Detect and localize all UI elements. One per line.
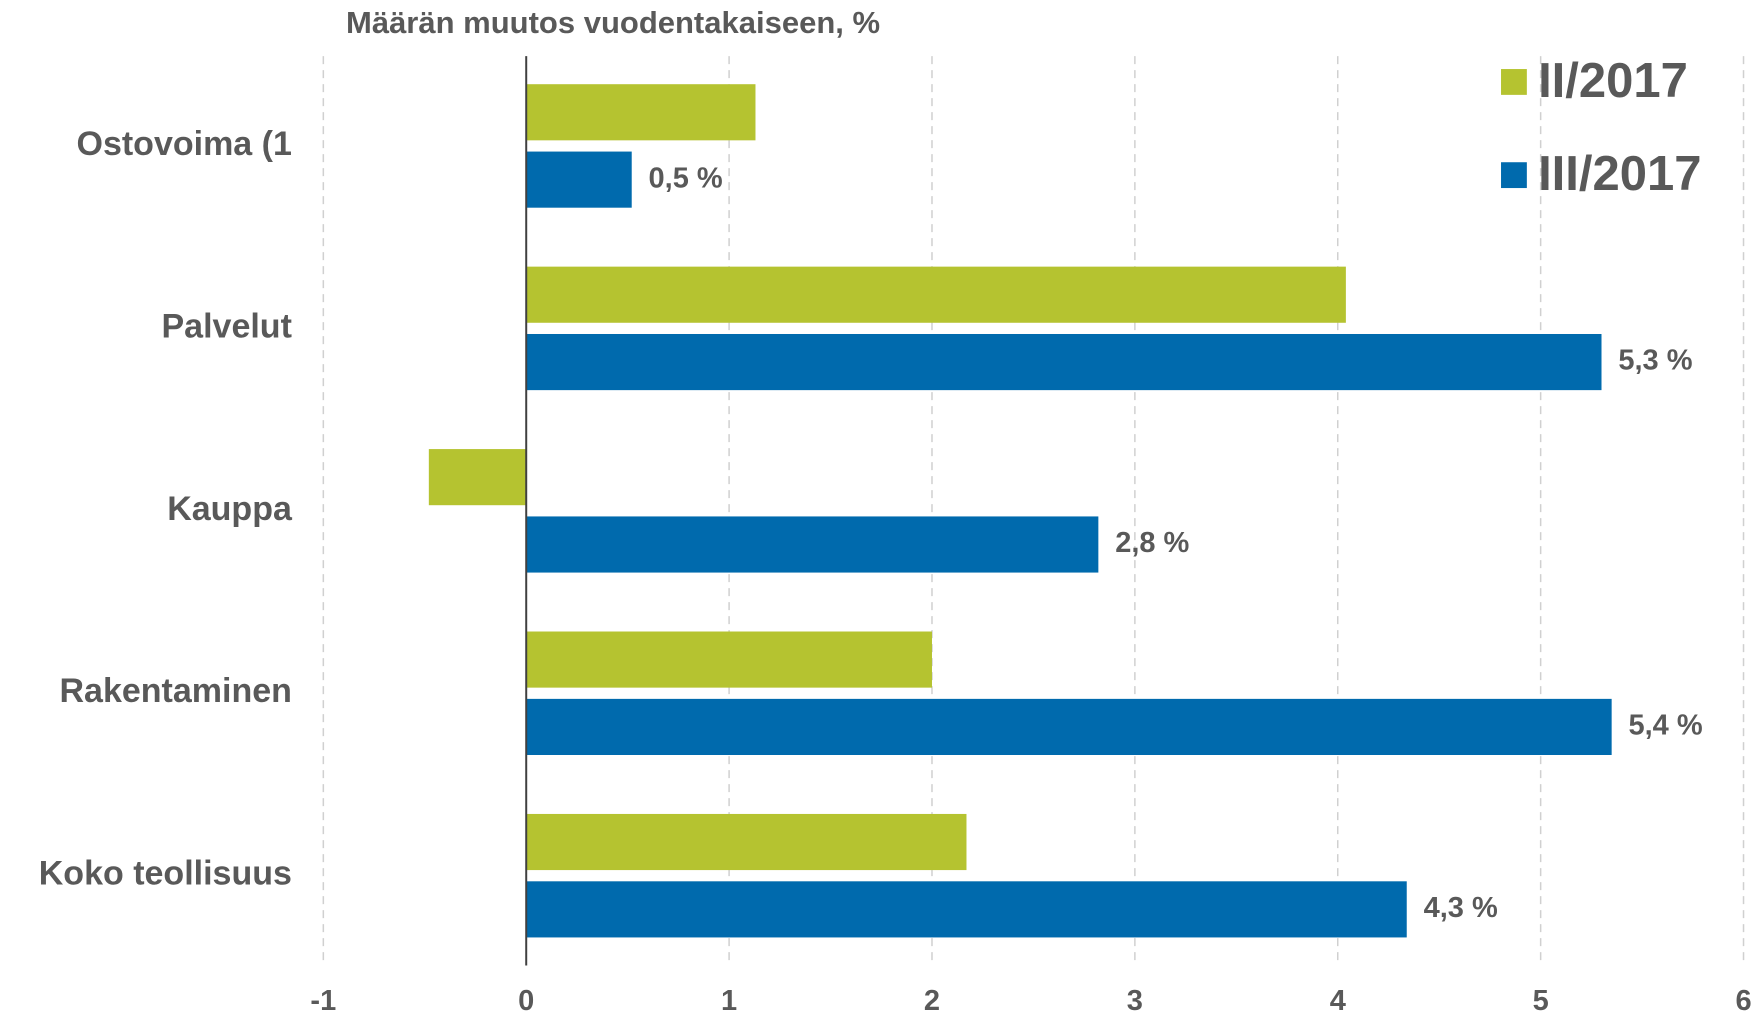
bar [526,333,1602,391]
x-tick-label: -1 [310,985,336,1017]
value-label: 5,4 % [1628,710,1702,742]
category-label: Rakentaminen [59,672,291,710]
bar [526,266,1346,323]
legend-swatch [1501,162,1527,189]
bar [526,516,1099,573]
bar [526,84,756,141]
bar [526,881,1407,938]
legend-label: II/2017 [1538,54,1688,108]
legend-label: III/2017 [1538,147,1701,201]
x-tick-label: 6 [1735,985,1751,1017]
x-tick-label: 3 [1127,985,1143,1017]
chart-title: Määrän muutos vuodentakaiseen, % [346,5,880,40]
category-label: Palvelut [162,307,292,345]
x-tick-label: 1 [721,985,737,1017]
bar [428,449,527,506]
bar [526,631,932,688]
value-label: 0,5 % [649,162,723,194]
bar [526,151,632,208]
x-tick-label: 5 [1533,985,1549,1017]
bar [526,698,1612,756]
category-label: Kauppa [167,490,293,528]
x-tick-label: 2 [924,985,940,1017]
x-tick-label: 4 [1330,985,1346,1017]
bar [526,813,967,871]
value-label: 5,3 % [1618,345,1692,377]
x-tick-label: 0 [518,985,534,1017]
legend-swatch [1501,69,1527,95]
category-label: Koko teollisuus [39,855,292,893]
value-label: 2,8 % [1115,527,1189,559]
value-label: 4,3 % [1424,892,1498,924]
category-label: Ostovoima (1 [77,125,292,163]
